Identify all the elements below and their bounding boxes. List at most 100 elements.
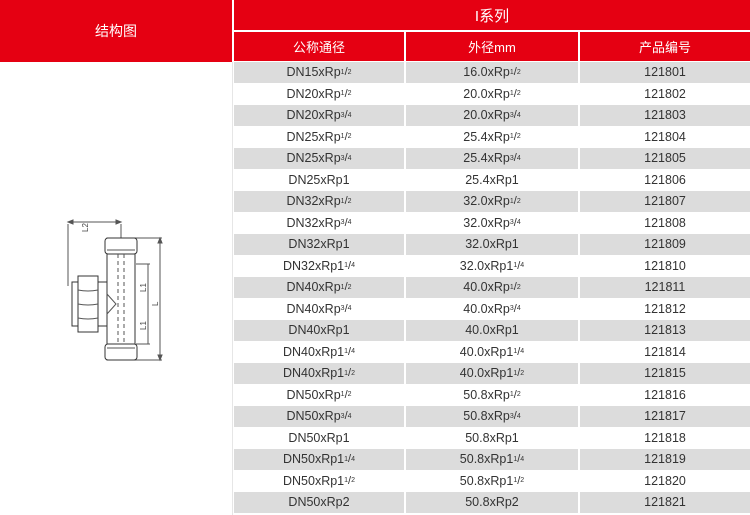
outer-diameter-cell-base: 50.8xRp <box>463 387 510 402</box>
product-code-cell: 121803 <box>580 105 750 126</box>
outer-diameter-cell-numerator: 1 <box>513 477 518 485</box>
outer-diameter-cell-base: 40.0xRp <box>463 280 510 295</box>
fraction-numerator: 1 <box>341 284 345 291</box>
outer-diameter-cell: 50.8xRp2 <box>406 492 578 513</box>
outer-diameter-cell-base: 50.8xRp <box>463 409 510 424</box>
outer-diameter-cell-denominator: 4 <box>520 262 525 270</box>
fraction-denominator: 2 <box>348 391 352 398</box>
outer-diameter-cell: 25.4xRp1 <box>406 170 578 191</box>
fraction-numerator: 1 <box>344 456 348 463</box>
fraction-denominator: 2 <box>520 477 524 484</box>
nominal-diameter-cell-numerator: 1 <box>344 455 349 463</box>
outer-diameter-cell-numerator: 1 <box>513 369 518 377</box>
fraction-numerator: 3 <box>341 112 345 119</box>
nominal-diameter-cell-numerator: 1 <box>340 283 345 291</box>
nominal-diameter-cell-base: DN25xRp <box>286 151 341 166</box>
fraction-slash: / <box>344 302 348 315</box>
nominal-diameter-cell-denominator: 4 <box>347 219 352 227</box>
outer-diameter-cell-numerator: 1 <box>509 68 514 76</box>
nominal-diameter-cell: DN32xRp1 <box>234 234 404 255</box>
outer-diameter-cell-base: 50.8xRp1 <box>465 430 519 445</box>
fraction-slash: / <box>517 367 521 380</box>
fraction-denominator: 2 <box>517 90 521 97</box>
fraction-slash: / <box>348 367 352 380</box>
outer-diameter-cell: 20.0xRp 1/2 <box>406 84 578 105</box>
dim-label-l1-upper: L1 <box>139 283 148 292</box>
product-code-text: 121820 <box>644 473 686 488</box>
product-code-cell: 121817 <box>580 406 750 427</box>
product-code-cell: 121820 <box>580 471 750 492</box>
nominal-diameter-cell-denominator: 2 <box>347 197 352 205</box>
outer-diameter-cell: 32.0xRp 1/2 <box>406 191 578 212</box>
outer-diameter-cell-denominator: 2 <box>520 369 525 377</box>
outer-diameter-cell-denominator: 2 <box>516 90 521 98</box>
product-code-text: 121802 <box>644 86 686 101</box>
fraction-numerator: 1 <box>510 391 514 398</box>
outer-diameter-cell: 50.8xRp1 <box>406 428 578 449</box>
product-code-cell: 121816 <box>580 385 750 406</box>
column-header-label: 产品编号 <box>638 40 691 55</box>
nominal-diameter-cell: DN50xRp1 1/4 <box>234 449 404 470</box>
nominal-diameter-cell: DN40xRp 3/4 <box>234 299 404 320</box>
nominal-diameter-cell-base: DN40xRp1 <box>282 344 345 359</box>
table-row: DN50xRp2 50.8xRp2 121821 <box>234 492 750 514</box>
table-row: DN40xRp 1/2 40.0xRp 1/2 121811 <box>234 277 750 299</box>
tee-fitting-diagram: L2 L1 L1 L <box>66 219 163 362</box>
fraction-slash: / <box>513 216 517 229</box>
nominal-diameter-cell-numerator: 1 <box>340 68 345 76</box>
fraction-slash: / <box>344 87 348 100</box>
outer-diameter-cell-denominator: 4 <box>516 219 521 227</box>
fraction-slash: / <box>517 345 521 358</box>
nominal-diameter-cell-base: DN32xRp <box>286 194 341 209</box>
table-row: DN15xRp 1/2 16.0xRp 1/2 121801 <box>234 62 750 84</box>
product-code-cell: 121807 <box>580 191 750 212</box>
structure-diagram-panel: L2 L1 L1 L <box>0 62 232 428</box>
nominal-diameter-cell-numerator: 3 <box>340 219 345 227</box>
outer-diameter-cell: 20.0xRp 3/4 <box>406 105 578 126</box>
outer-diameter-cell: 40.0xRp1 <box>406 320 578 341</box>
product-code-text: 121810 <box>644 258 686 273</box>
table-row: DN32xRp 1/2 32.0xRp 1/2 121807 <box>234 191 750 213</box>
nominal-diameter-cell-denominator: 4 <box>347 305 352 313</box>
product-code-text: 121809 <box>644 237 686 252</box>
nominal-diameter-cell-base: DN40xRp <box>286 280 341 295</box>
fraction-numerator: 1 <box>344 477 348 484</box>
fraction-denominator: 2 <box>517 133 521 140</box>
nominal-diameter-cell-numerator: 1 <box>340 391 345 399</box>
outer-diameter-cell-base: 32.0xRp <box>463 215 510 230</box>
nominal-diameter-cell-numerator: 1 <box>340 197 345 205</box>
nominal-diameter-cell-base: DN50xRp <box>286 409 341 424</box>
fraction-slash: / <box>513 130 517 143</box>
fraction-denominator: 4 <box>348 413 352 420</box>
nominal-diameter-cell-denominator: 2 <box>347 90 352 98</box>
fraction-denominator: 2 <box>348 90 352 97</box>
table-row: DN50xRp1 1/4 50.8xRp1 1/4 121819 <box>234 449 750 471</box>
nominal-diameter-cell: DN40xRp1 <box>234 320 404 341</box>
structure-diagram-header: 结构图 <box>0 0 232 62</box>
product-code-text: 121811 <box>644 280 686 295</box>
column-header-product-code: 产品编号 <box>580 32 750 61</box>
nominal-diameter-cell: DN50xRp 1/2 <box>234 385 404 406</box>
outer-diameter-cell-base: 40.0xRp <box>463 301 510 316</box>
product-code-text: 121817 <box>644 409 686 424</box>
structure-diagram-header-label: 结构图 <box>95 23 137 39</box>
product-code-text: 121821 <box>644 495 686 510</box>
column-header-label: 公称通径 <box>292 40 345 55</box>
nominal-diameter-cell: DN50xRp 3/4 <box>234 406 404 427</box>
product-code-cell: 121812 <box>580 299 750 320</box>
nominal-diameter-cell-base: DN50xRp1 <box>282 473 345 488</box>
fraction-numerator: 1 <box>513 262 517 269</box>
fraction-denominator: 4 <box>517 219 521 226</box>
fraction-slash: / <box>517 453 521 466</box>
fraction-denominator: 4 <box>351 456 355 463</box>
nominal-diameter-cell-base: DN15xRp <box>286 65 341 80</box>
product-code-text: 121812 <box>644 301 686 316</box>
outer-diameter-cell-denominator: 2 <box>516 197 521 205</box>
series-title: I系列 <box>474 7 510 25</box>
outer-diameter-cell-base: 50.8xRp1 <box>459 452 514 467</box>
nominal-diameter-cell-base: DN32xRp <box>286 215 341 230</box>
fraction-slash: / <box>344 388 348 401</box>
product-code-cell: 121802 <box>580 84 750 105</box>
nominal-diameter-cell: DN15xRp 1/2 <box>234 62 404 83</box>
nominal-diameter-cell-denominator: 4 <box>347 154 352 162</box>
